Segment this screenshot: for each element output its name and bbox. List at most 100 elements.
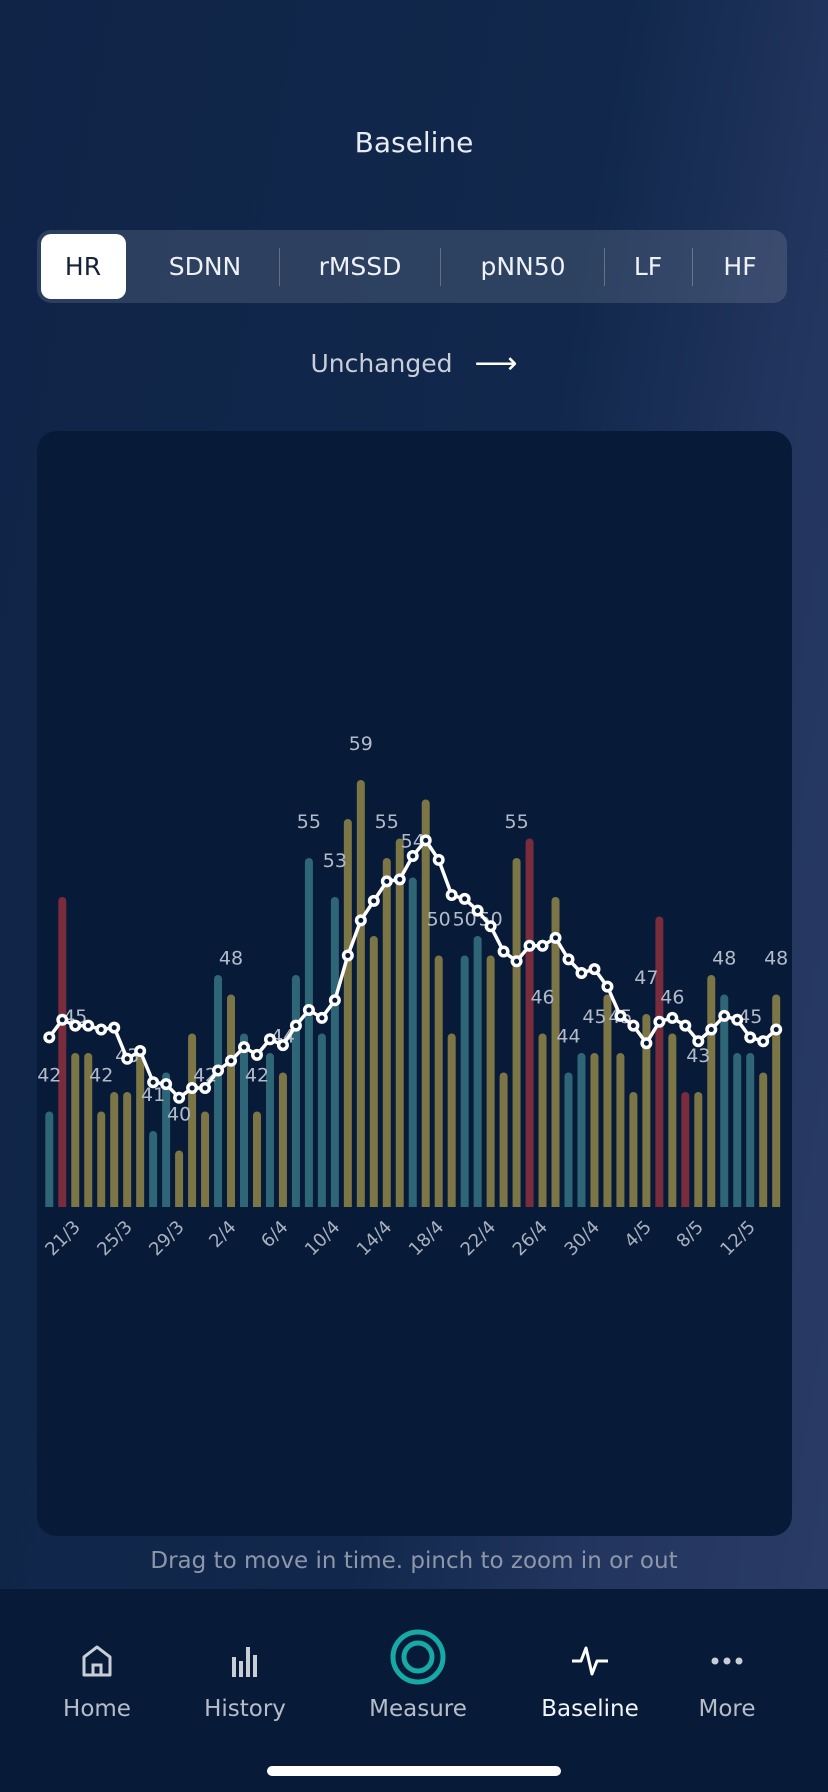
tab-lf[interactable]: LF [633,252,663,281]
line-point-center [293,1023,299,1029]
bar [434,955,443,1211]
home-indicator[interactable] [267,1766,561,1776]
bar-value-label: 48 [712,947,736,969]
bar [343,818,352,1211]
bar [201,1111,210,1211]
bar [551,896,560,1211]
bar [473,935,482,1211]
bar-value-label: 46 [530,986,554,1008]
bar-value-label: 44 [556,1025,580,1047]
line-point-center [682,1023,688,1029]
bar [408,877,417,1211]
bar [772,994,781,1211]
nav-home[interactable]: Home [32,1589,162,1739]
bar [616,1052,625,1211]
line-point-center [111,1025,117,1031]
bar [733,1052,742,1211]
bar-value-label: 42 [37,1064,61,1086]
line-point-center [319,1015,325,1021]
measure-ring-icon [353,1627,483,1687]
line-point-center [280,1042,286,1048]
bar-value-label: 59 [349,733,373,755]
tab-pnn50[interactable]: pNN50 [480,252,566,281]
bar-value-label: 41 [141,1084,165,1106]
line-point-center [371,898,377,904]
x-tick-label: 10/4 [301,1217,344,1260]
bar [136,1052,145,1211]
x-tick-label: 22/4 [457,1217,500,1260]
bar [746,1052,755,1211]
line-point-center [604,984,610,990]
bar-value-label: 53 [323,850,347,872]
line-point-center [215,1068,221,1073]
line-point-center [137,1048,143,1054]
bar-value-label: 45 [582,1006,606,1028]
line-point-center [449,892,455,898]
line-point-center [332,997,338,1003]
bar [538,1033,547,1211]
metric-segmented-control: HR SDNN rMSSD pNN50 LF HF [37,230,787,303]
bar [110,1091,119,1211]
bar-value-label: 55 [297,811,321,833]
bar [278,1072,287,1211]
bar [642,1013,651,1211]
nav-more-label: More [698,1696,756,1722]
nav-measure[interactable]: Measure [353,1589,483,1739]
bar [655,916,664,1211]
line-point-center [423,837,429,843]
chart-svg: 4245424341404248424455535955545050505546… [37,733,792,1260]
line-point-center [176,1095,182,1101]
nav-measure-label: Measure [369,1696,467,1722]
line-point-center [46,1034,52,1040]
tab-divider [692,248,693,286]
line-point-center [747,1034,753,1040]
bar [460,955,469,1211]
nav-more[interactable]: More [662,1589,792,1739]
nav-history[interactable]: History [180,1589,310,1739]
x-tick-label: 26/4 [509,1217,552,1260]
arrow-right-icon: ⟶ [474,346,518,381]
line-point-center [708,1027,714,1033]
bar [214,974,223,1211]
bar-value-label: 50 [427,908,451,930]
line-point-center [475,908,481,914]
bar [162,1072,171,1211]
chart-hint: Drag to move in time. pinch to zoom in o… [150,1548,678,1574]
bar-value-label: 50 [479,908,503,930]
line-point-center [189,1085,195,1091]
tab-rmssd[interactable]: rMSSD [318,252,402,281]
bar [317,1033,326,1211]
bar [486,955,495,1211]
bar-value-label: 43 [686,1045,710,1067]
bar [525,838,534,1211]
bar-value-label: 42 [89,1064,113,1086]
bar [265,1052,274,1211]
tab-hf[interactable]: HF [723,252,757,281]
bar [694,1091,703,1211]
line-point-center [540,943,546,949]
home-icon [32,1633,162,1689]
x-tick-label: 8/5 [673,1217,708,1252]
line-point-center [254,1052,260,1058]
baseline-chart[interactable]: 4245424341404248424455535955545050505546… [37,431,792,1536]
bar-value-label: 55 [375,811,399,833]
line-point-center [566,956,571,962]
bar [71,1052,80,1211]
line-point-center [98,1027,104,1033]
bar [58,896,67,1211]
bar [759,1072,768,1211]
bar [149,1130,158,1211]
line-point-center [695,1038,701,1044]
tab-sdnn[interactable]: SDNN [168,252,242,281]
bar [240,1033,248,1211]
line-point-center [163,1081,169,1087]
line-point-center [514,958,520,964]
line-point-center [202,1085,208,1091]
tab-hr[interactable]: HR [64,252,102,281]
line-point-center [436,857,442,863]
line-point-center [397,876,403,882]
x-tick-label: 25/3 [93,1217,136,1260]
bar-chart-icon [180,1633,310,1689]
bar [681,1091,690,1211]
nav-baseline[interactable]: Baseline [525,1589,655,1739]
